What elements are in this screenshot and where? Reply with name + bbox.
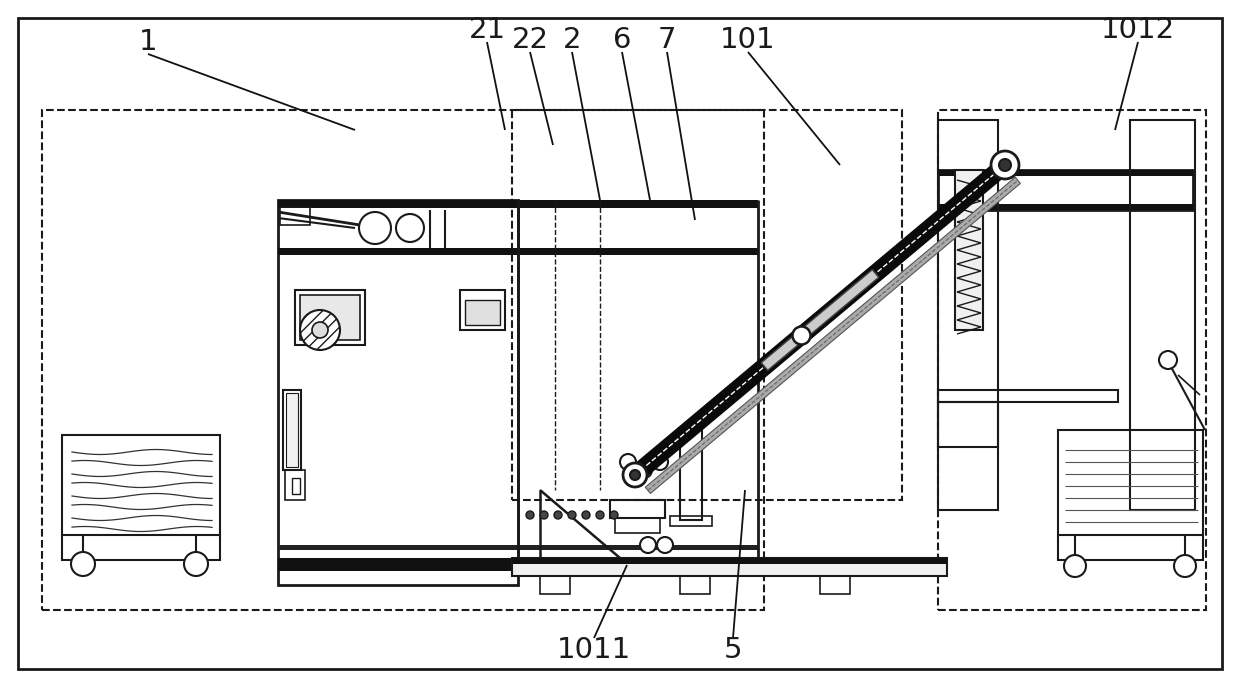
- Circle shape: [184, 552, 208, 576]
- Bar: [610, 500, 665, 518]
- Text: 1011: 1011: [557, 636, 631, 664]
- Circle shape: [657, 537, 673, 553]
- Bar: [285, 470, 305, 500]
- Bar: [283, 390, 301, 470]
- Bar: [295, 290, 365, 345]
- Bar: [278, 248, 518, 255]
- Circle shape: [999, 159, 1011, 171]
- Text: 21: 21: [469, 16, 506, 44]
- Text: 6: 6: [613, 26, 631, 54]
- Bar: [615, 518, 660, 533]
- Circle shape: [568, 511, 577, 519]
- Bar: [280, 207, 310, 225]
- Circle shape: [630, 470, 640, 480]
- Bar: [937, 204, 1193, 210]
- Bar: [62, 435, 219, 560]
- Bar: [937, 170, 1193, 176]
- Bar: [278, 558, 758, 571]
- Bar: [42, 110, 764, 610]
- Bar: [820, 576, 849, 594]
- Bar: [670, 516, 712, 526]
- Bar: [460, 290, 505, 330]
- Circle shape: [636, 462, 652, 478]
- Bar: [680, 430, 702, 520]
- Circle shape: [596, 511, 604, 519]
- Text: 7: 7: [657, 26, 676, 54]
- Bar: [286, 393, 298, 467]
- Text: 1012: 1012: [1101, 16, 1176, 44]
- Bar: [278, 200, 758, 208]
- Bar: [680, 576, 711, 594]
- Bar: [512, 110, 901, 500]
- Bar: [278, 200, 518, 585]
- Circle shape: [1174, 555, 1197, 577]
- Polygon shape: [761, 270, 879, 370]
- Text: 101: 101: [720, 26, 776, 54]
- Circle shape: [312, 322, 329, 338]
- Circle shape: [396, 214, 424, 242]
- Bar: [937, 110, 1207, 610]
- Circle shape: [1064, 555, 1086, 577]
- Circle shape: [640, 537, 656, 553]
- Bar: [937, 402, 998, 447]
- Text: 2: 2: [563, 26, 582, 54]
- Circle shape: [1159, 351, 1177, 369]
- Circle shape: [620, 454, 636, 470]
- Circle shape: [792, 326, 811, 344]
- Bar: [465, 300, 500, 325]
- Circle shape: [71, 552, 95, 576]
- Bar: [937, 120, 998, 510]
- Circle shape: [629, 474, 641, 486]
- Bar: [291, 478, 300, 494]
- Circle shape: [554, 511, 562, 519]
- Circle shape: [300, 310, 340, 350]
- Bar: [937, 390, 1118, 402]
- Polygon shape: [629, 158, 1011, 482]
- Bar: [512, 558, 947, 576]
- Bar: [539, 576, 570, 594]
- Text: 22: 22: [511, 26, 548, 54]
- Bar: [300, 295, 360, 340]
- Polygon shape: [645, 177, 1021, 493]
- Circle shape: [610, 511, 618, 519]
- Bar: [278, 545, 758, 550]
- Circle shape: [539, 511, 548, 519]
- Bar: [278, 200, 518, 208]
- Bar: [512, 558, 947, 564]
- Text: 1: 1: [139, 28, 157, 56]
- Text: 5: 5: [724, 636, 743, 664]
- Circle shape: [360, 212, 391, 244]
- Circle shape: [652, 454, 668, 470]
- Bar: [278, 248, 758, 255]
- Bar: [955, 170, 983, 330]
- Bar: [1058, 430, 1203, 560]
- Circle shape: [526, 511, 534, 519]
- Circle shape: [622, 463, 647, 487]
- Bar: [937, 170, 1193, 210]
- Circle shape: [991, 151, 1019, 179]
- Bar: [1130, 120, 1195, 510]
- Circle shape: [582, 511, 590, 519]
